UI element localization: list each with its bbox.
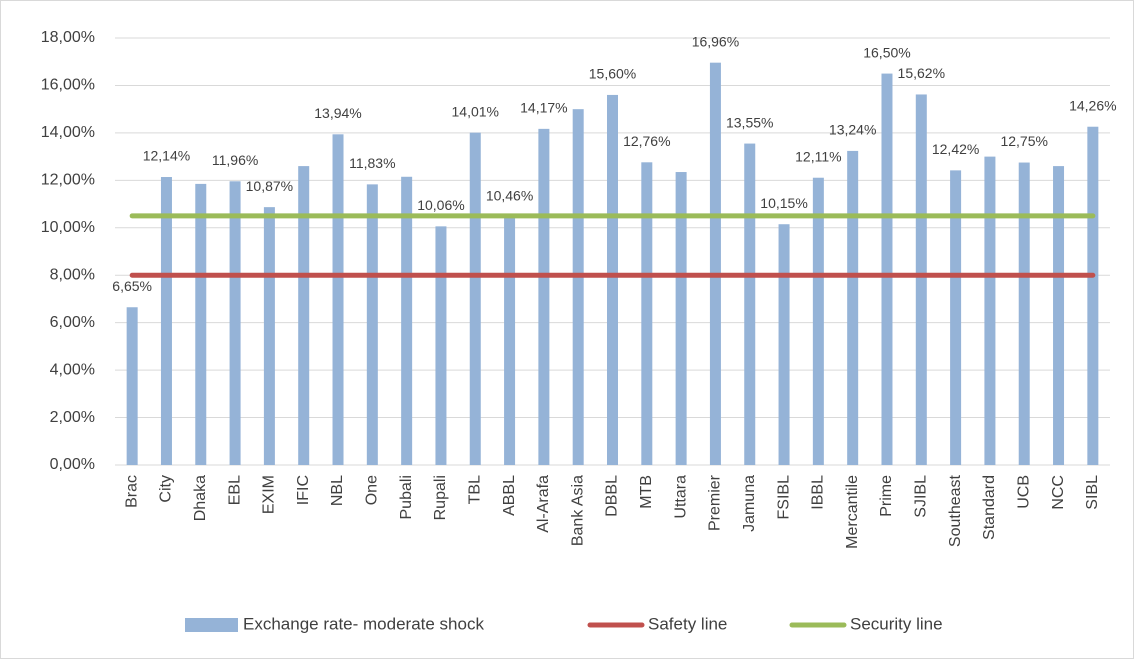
x-tick-label: Al-Arafa — [535, 475, 552, 533]
bar — [641, 162, 653, 465]
bar — [847, 150, 859, 465]
bar — [675, 172, 687, 465]
bar — [881, 73, 893, 465]
bar — [709, 62, 721, 465]
x-tick-label: UCB — [1015, 475, 1032, 509]
y-tick-label: 2,00% — [50, 409, 95, 426]
x-tick-label: NBL — [329, 475, 346, 506]
y-tick-label: 10,00% — [41, 219, 95, 236]
bar — [504, 216, 516, 465]
x-tick-label: ABBL — [501, 475, 518, 516]
data-label: 10,46% — [486, 188, 533, 204]
bar — [263, 207, 275, 465]
bar — [298, 166, 310, 465]
x-tick-label: FSIBL — [775, 475, 792, 520]
x-tick-label: Southeast — [947, 474, 964, 547]
bar — [538, 128, 550, 465]
y-tick-label: 4,00% — [50, 361, 95, 378]
legend-label: Safety line — [648, 614, 727, 633]
y-tick-label: 14,00% — [41, 124, 95, 141]
legend-label: Exchange rate- moderate shock — [243, 614, 484, 633]
data-label: 14,26% — [1069, 97, 1116, 113]
data-label: 10,87% — [246, 178, 293, 194]
y-tick-label: 18,00% — [41, 29, 95, 46]
data-label: 12,42% — [932, 141, 979, 157]
bar — [332, 134, 344, 465]
bar — [160, 177, 172, 466]
legend-swatch — [185, 618, 238, 632]
x-tick-label: MTB — [638, 475, 655, 509]
x-tick-label: TBL — [466, 475, 483, 504]
data-label: 12,75% — [1000, 133, 1047, 149]
y-tick-label: 16,00% — [41, 77, 95, 94]
data-label: 10,15% — [760, 195, 807, 211]
x-tick-label: Jamuna — [741, 475, 758, 532]
bar — [950, 170, 962, 465]
data-label: 12,76% — [623, 133, 670, 149]
y-tick-label: 6,00% — [50, 314, 95, 331]
bar — [915, 94, 927, 465]
x-tick-label: Pubali — [398, 475, 415, 519]
bar — [195, 183, 207, 465]
data-label: 13,55% — [726, 114, 773, 130]
bar — [401, 176, 413, 465]
bar — [744, 143, 756, 465]
y-tick-label: 12,00% — [41, 172, 95, 189]
bar — [1087, 126, 1099, 466]
x-tick-label: IBBL — [810, 475, 827, 510]
x-tick-label: SJIBL — [913, 475, 930, 518]
x-tick-label: DBBL — [604, 475, 621, 517]
bar — [778, 224, 790, 465]
bar — [435, 226, 447, 465]
bar — [572, 109, 584, 466]
x-tick-label: Bank Asia — [569, 475, 586, 546]
bar — [126, 307, 138, 465]
data-label: 12,11% — [795, 148, 841, 164]
data-label: 16,96% — [692, 33, 739, 49]
x-tick-label: One — [364, 475, 381, 505]
data-label: 11,96% — [212, 152, 258, 168]
data-label: 14,17% — [520, 100, 567, 116]
data-label: 14,01% — [452, 103, 499, 119]
legend-label: Security line — [850, 614, 943, 633]
x-tick-label: Brac — [123, 475, 140, 508]
bar — [469, 132, 481, 465]
data-label: 13,24% — [829, 122, 876, 138]
x-tick-label: EXIM — [261, 475, 278, 514]
x-tick-label: Dhaka — [192, 475, 209, 521]
data-label: 12,14% — [143, 148, 190, 164]
x-tick-label: Premier — [707, 474, 724, 531]
x-tick-label: Standard — [981, 475, 998, 540]
data-label: 16,50% — [863, 44, 910, 60]
x-tick-label: City — [158, 475, 175, 503]
x-tick-label: EBL — [226, 475, 243, 505]
x-tick-label: Prime — [878, 475, 895, 517]
data-label: 10,06% — [417, 197, 464, 213]
bar — [229, 181, 241, 465]
y-tick-label: 0,00% — [50, 456, 95, 473]
y-tick-label: 8,00% — [50, 266, 95, 283]
x-tick-label: IFIC — [295, 475, 312, 505]
x-tick-label: NCC — [1050, 475, 1067, 510]
data-label: 15,62% — [898, 65, 945, 81]
bar — [1018, 162, 1030, 465]
x-tick-label: Uttara — [672, 475, 689, 519]
x-tick-label: SIBL — [1084, 475, 1101, 510]
bar — [1053, 166, 1065, 465]
data-label: 6,65% — [112, 278, 152, 294]
bar — [984, 156, 996, 465]
data-label: 13,94% — [314, 105, 361, 121]
bar — [812, 177, 824, 466]
x-tick-label: Mercantile — [844, 475, 861, 549]
data-label: 15,60% — [589, 66, 636, 82]
bar — [366, 184, 378, 466]
x-tick-label: Rupali — [432, 475, 449, 520]
data-label: 11,83% — [349, 155, 395, 171]
bar — [607, 94, 618, 465]
